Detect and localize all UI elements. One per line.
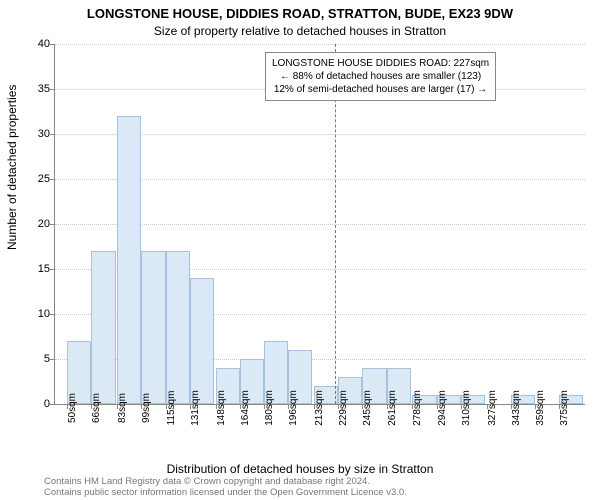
x-tick-label: 327sqm xyxy=(487,390,498,426)
x-tick-label: 180sqm xyxy=(264,390,275,426)
x-tick-label: 213sqm xyxy=(314,390,325,426)
histogram-bar xyxy=(91,251,115,404)
histogram-bar xyxy=(166,251,190,404)
y-tick-label: 35 xyxy=(20,83,50,95)
x-tick-label: 261sqm xyxy=(387,390,398,426)
x-tick-label: 278sqm xyxy=(412,390,423,426)
plot-area: 50sqm66sqm83sqm99sqm115sqm131sqm148sqm16… xyxy=(54,44,585,405)
chart-main-title: LONGSTONE HOUSE, DIDDIES ROAD, STRATTON,… xyxy=(0,6,600,21)
chart-container: LONGSTONE HOUSE, DIDDIES ROAD, STRATTON,… xyxy=(0,0,600,500)
y-tick-mark xyxy=(50,359,55,360)
y-tick-mark xyxy=(50,404,55,405)
y-tick-mark xyxy=(50,134,55,135)
y-tick-label: 25 xyxy=(20,173,50,185)
y-tick-label: 20 xyxy=(20,218,50,230)
y-tick-mark xyxy=(50,44,55,45)
annotation-box: LONGSTONE HOUSE DIDDIES ROAD: 227sqm ← 8… xyxy=(265,52,496,101)
histogram-bar xyxy=(141,251,165,404)
annotation-line-2: ← 88% of detached houses are smaller (12… xyxy=(272,70,489,83)
x-tick-label: 229sqm xyxy=(338,390,349,426)
y-tick-label: 10 xyxy=(20,308,50,320)
x-tick-label: 310sqm xyxy=(461,390,472,426)
attribution-line-2: Contains public sector information licen… xyxy=(44,487,407,498)
y-tick-label: 30 xyxy=(20,128,50,140)
x-tick-label: 66sqm xyxy=(91,393,102,423)
x-tick-label: 245sqm xyxy=(362,390,373,426)
chart-subtitle: Size of property relative to detached ho… xyxy=(0,24,600,38)
x-tick-label: 115sqm xyxy=(166,391,177,426)
x-tick-label: 50sqm xyxy=(67,393,78,423)
x-tick-label: 196sqm xyxy=(288,390,299,426)
attribution-line-1: Contains HM Land Registry data © Crown c… xyxy=(44,476,407,487)
y-axis-label: Number of detached properties xyxy=(5,85,19,250)
y-tick-label: 0 xyxy=(20,398,50,410)
y-tick-label: 15 xyxy=(20,263,50,275)
x-tick-label: 131sqm xyxy=(190,390,201,426)
y-tick-mark xyxy=(50,179,55,180)
y-tick-mark xyxy=(50,224,55,225)
x-tick-label: 83sqm xyxy=(117,393,128,423)
x-tick-label: 99sqm xyxy=(141,393,152,423)
x-axis-label: Distribution of detached houses by size … xyxy=(0,462,600,476)
y-tick-mark xyxy=(50,89,55,90)
histogram-bar xyxy=(117,116,141,404)
x-tick-label: 148sqm xyxy=(216,390,227,426)
y-tick-mark xyxy=(50,269,55,270)
x-tick-label: 294sqm xyxy=(437,390,448,426)
x-tick-label: 375sqm xyxy=(559,390,570,426)
y-tick-label: 5 xyxy=(20,353,50,365)
gridline xyxy=(55,44,585,45)
histogram-bar xyxy=(190,278,214,404)
x-tick-label: 359sqm xyxy=(535,390,546,426)
x-tick-label: 343sqm xyxy=(511,390,522,426)
x-tick-label: 164sqm xyxy=(240,390,251,426)
y-tick-label: 40 xyxy=(20,38,50,50)
y-tick-mark xyxy=(50,314,55,315)
annotation-line-1: LONGSTONE HOUSE DIDDIES ROAD: 227sqm xyxy=(272,57,489,70)
annotation-line-3: 12% of semi-detached houses are larger (… xyxy=(272,83,489,96)
attribution-text: Contains HM Land Registry data © Crown c… xyxy=(44,476,407,498)
